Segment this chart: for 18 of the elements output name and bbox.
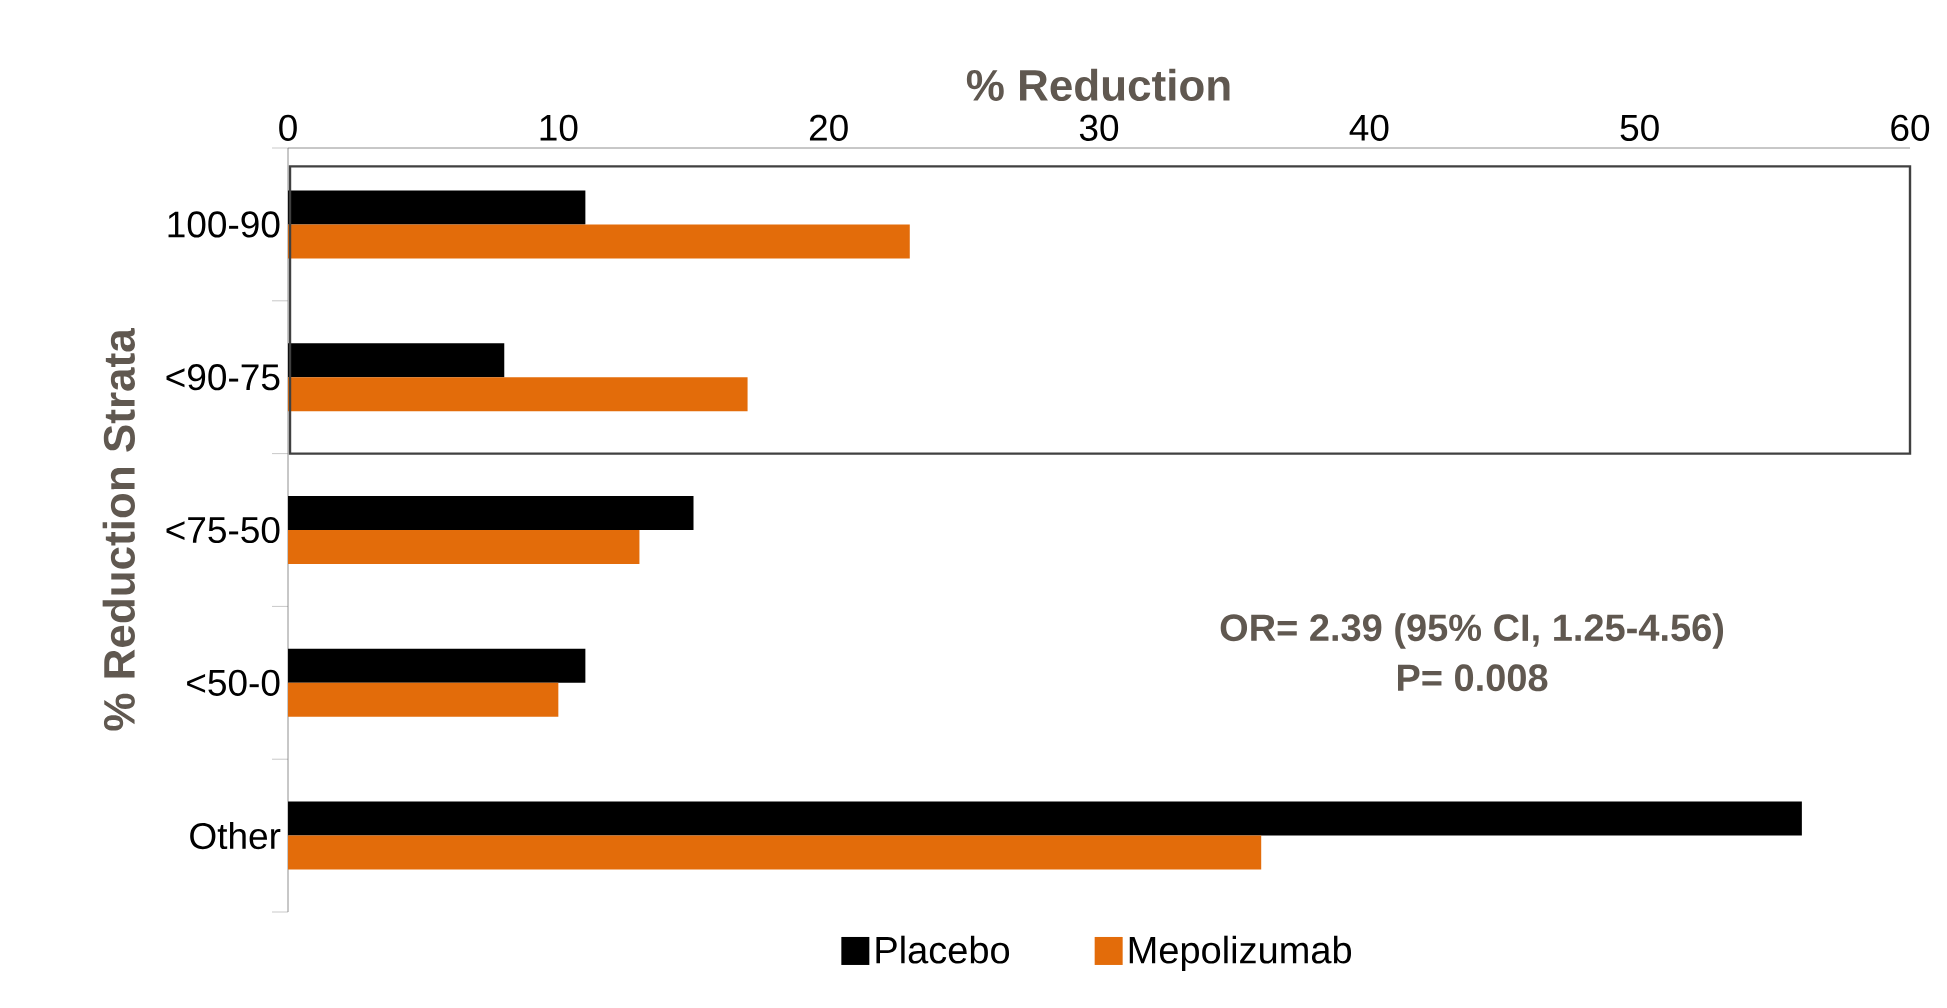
y-tick-label: <90-75: [166, 364, 280, 391]
x-tick-label: 40: [1349, 114, 1389, 141]
annotation: P= 0.008: [1398, 664, 1548, 692]
x-tick-label: 10: [540, 114, 578, 141]
x-tick-label: 20: [809, 114, 848, 141]
annotation: OR= 2.39 (95% CI, 1.25-4.56): [1220, 613, 1724, 649]
x-tick-label: 30: [1079, 114, 1119, 141]
legend-label: Placebo: [876, 935, 1010, 964]
x-tick-label: 50: [1620, 114, 1659, 141]
y-tick-label: Other: [190, 822, 281, 850]
legend-label: Mepolizumab: [1129, 935, 1352, 972]
y-tick-label: 100-90: [168, 211, 280, 238]
y-tick-label: <75-50: [166, 516, 280, 544]
x-tick-label: 60: [1891, 114, 1930, 141]
y-tick-label: <50-0: [187, 669, 280, 696]
x-tick-label: 0: [279, 114, 297, 141]
x-axis-title: % Reduction: [966, 68, 1230, 102]
y-axis-title: % Reduction Strata: [102, 328, 135, 731]
